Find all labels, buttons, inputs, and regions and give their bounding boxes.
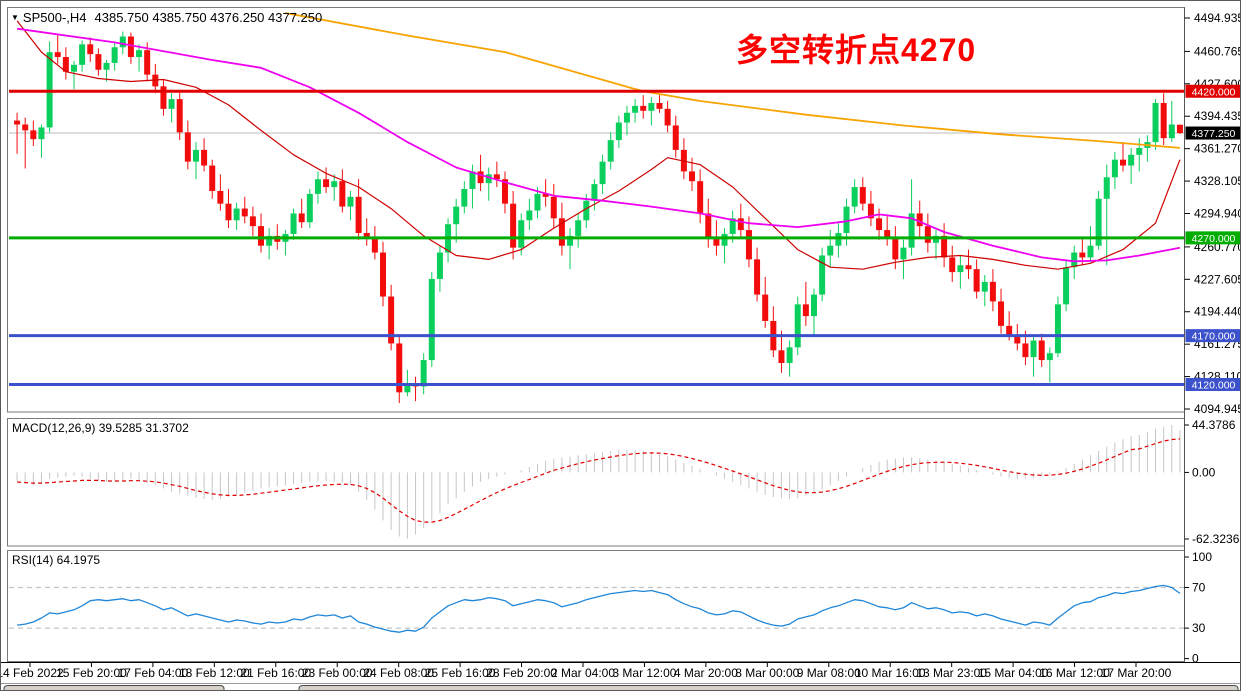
chart-tab-stub-2[interactable] — [298, 685, 1239, 691]
symbol-dropdown-icon[interactable]: ▼ — [11, 13, 19, 22]
rsi-axis-label: 0 — [1192, 652, 1199, 666]
time-axis-label: 13 Mar 23:00 — [916, 666, 987, 680]
chart-tab-stub-1[interactable] — [3, 685, 225, 691]
rsi-axis-label: 70 — [1192, 580, 1206, 594]
svg-text:4120.000: 4120.000 — [1192, 380, 1236, 392]
time-axis-label: 9 Mar 08:00 — [797, 666, 861, 680]
horizontal-level-lines[interactable] — [9, 89, 1184, 387]
svg-text:4420.000: 4420.000 — [1192, 86, 1236, 98]
ohlc-values: 4385.750 4385.750 4376.250 4377.250 — [94, 10, 323, 25]
time-axis-label: 4 Mar 20:00 — [674, 666, 738, 680]
svg-text:4170.000: 4170.000 — [1192, 331, 1236, 343]
svg-text:4377.250: 4377.250 — [1192, 128, 1236, 140]
time-axis-label: 17 Feb 04:00 — [118, 666, 189, 680]
macd-axis: 44.3786 0.00 -62.3236 — [1184, 418, 1240, 546]
price-axis-label: 4394.435 — [1194, 109, 1241, 123]
panel-frames — [7, 7, 1185, 662]
ma-mid-magenta-line — [16, 27, 1181, 263]
price-axis-label: 4294.940 — [1194, 207, 1241, 221]
time-axis-label: 17 Mar 20:00 — [1101, 666, 1172, 680]
time-axis-label: 8 Mar 00:00 — [735, 666, 799, 680]
symbol-timeframe-label: SP500-,H4 — [22, 10, 87, 25]
price-badge-4270.000: 4270.000 — [1185, 231, 1240, 245]
time-axis-label: 16 Mar 12:00 — [1039, 666, 1110, 680]
macd-histogram — [16, 424, 1181, 539]
price-axis-label: 4494.935 — [1194, 11, 1241, 25]
price-axis-label: 4194.440 — [1194, 305, 1241, 319]
time-axis-label: 15 Mar 04:00 — [978, 666, 1049, 680]
time-axis-label: 15 Feb 20:00 — [56, 666, 127, 680]
time-axis-label: 14 Feb 2022 — [1, 666, 64, 680]
panel-splitter-rsi[interactable] — [1, 546, 1240, 551]
panel-splitter-macd[interactable] — [1, 412, 1240, 417]
price-badge-4420.000: 4420.000 — [1185, 84, 1240, 98]
time-axis-label: 3 Mar 12:00 — [612, 666, 676, 680]
ma-slow-orange-line — [285, 12, 1180, 149]
price-axis-label: 4460.765 — [1194, 44, 1241, 58]
time-axis-label: 25 Feb 16:00 — [425, 666, 496, 680]
macd-axis-label: -62.3236 — [1192, 532, 1240, 546]
rsi-label: RSI(14) 64.1975 — [12, 553, 101, 567]
chart-tabs-strip[interactable] — [1, 683, 1241, 691]
rsi-axis-label: 30 — [1192, 621, 1206, 635]
time-axis-label: 21 Feb 16:00 — [240, 666, 311, 680]
price-badge-4377.250: 4377.250 — [1185, 126, 1240, 140]
price-badge-4170.000: 4170.000 — [1185, 329, 1240, 343]
price-axis-label: 4328.105 — [1194, 174, 1241, 188]
time-axis-label: 10 Mar 16:00 — [855, 666, 926, 680]
time-axis-label: 2 Mar 04:00 — [551, 666, 615, 680]
price-axis-label: 4227.605 — [1194, 272, 1241, 286]
rsi-line — [17, 584, 1181, 633]
price-badge-4120.000: 4120.000 — [1185, 378, 1240, 392]
rsi-axis-label: 100 — [1192, 550, 1212, 564]
time-axis-label: 23 Feb 00:00 — [302, 666, 373, 680]
rsi-axis: 100 70 30 0 — [1184, 550, 1212, 666]
time-axis-label: 28 Feb 20:00 — [486, 666, 557, 680]
rsi-levels — [9, 586, 1184, 629]
price-axis-label: 4094.945 — [1194, 402, 1241, 416]
svg-text:4270.000: 4270.000 — [1192, 233, 1236, 245]
annotation-text: 多空转折点4270 — [736, 32, 977, 68]
macd-axis-label: 0.00 — [1192, 465, 1216, 479]
time-axis-label: 18 Feb 12:00 — [179, 666, 250, 680]
price-axis-label: 4361.270 — [1194, 142, 1241, 156]
macd-label: MACD(12,26,9) 39.5285 31.3702 — [12, 421, 189, 435]
time-axis-label: 24 Feb 08:00 — [363, 666, 434, 680]
macd-axis-label: 44.3786 — [1192, 418, 1236, 432]
chart-title: ▼ SP500-,H4 4385.750 4385.750 4376.250 437… — [11, 10, 322, 25]
